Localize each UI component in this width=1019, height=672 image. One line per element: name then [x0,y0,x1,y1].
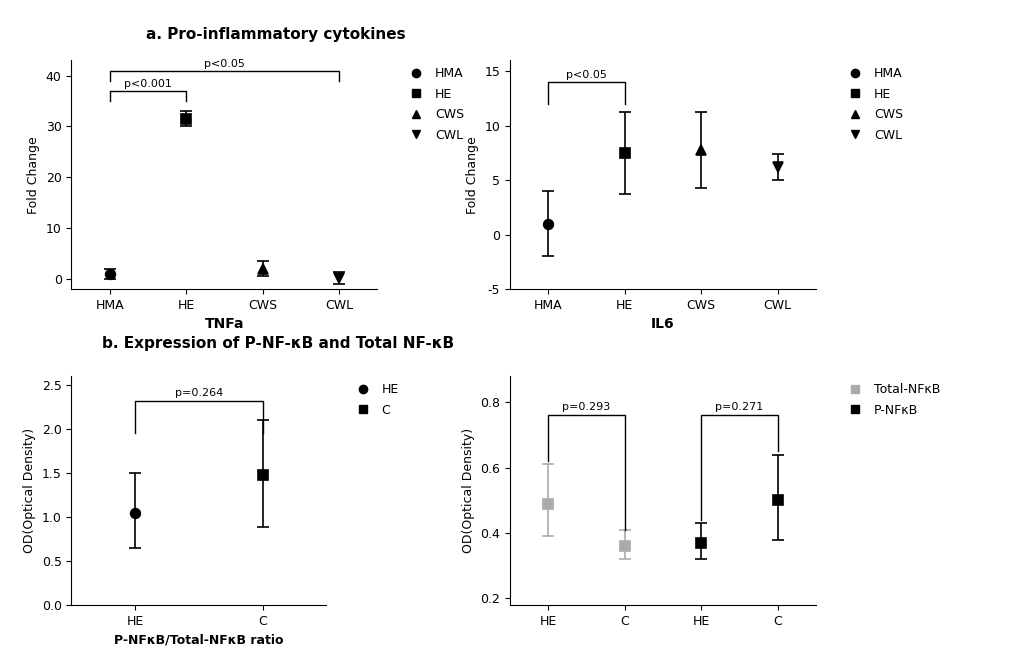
Y-axis label: OD(Optical Density): OD(Optical Density) [462,428,474,553]
Legend: HE, C: HE, C [345,378,404,421]
Text: p=0.271: p=0.271 [714,403,763,412]
Text: b. Expression of P-NF-κB and Total NF-κB: b. Expression of P-NF-κB and Total NF-κB [102,336,453,351]
Text: p=0.293: p=0.293 [561,403,610,412]
Text: p<0.05: p<0.05 [204,59,245,69]
Y-axis label: OD(Optical Density): OD(Optical Density) [23,428,36,553]
Text: p<0.001: p<0.001 [124,79,171,89]
Y-axis label: Fold Change: Fold Change [28,136,40,214]
X-axis label: IL6: IL6 [650,317,675,331]
Text: p<0.05: p<0.05 [566,70,606,80]
Legend: HMA, HE, CWS, CWL: HMA, HE, CWS, CWL [398,62,469,146]
Y-axis label: Fold Change: Fold Change [466,136,478,214]
Legend: HMA, HE, CWS, CWL: HMA, HE, CWS, CWL [837,62,907,146]
Legend: Total-NFκB, P-NFκB: Total-NFκB, P-NFκB [837,378,945,421]
X-axis label: TNFa: TNFa [205,317,244,331]
Text: a. Pro-inflammatory cytokines: a. Pro-inflammatory cytokines [146,27,405,42]
X-axis label: P-NFκB/Total-NFκB ratio: P-NFκB/Total-NFκB ratio [114,633,283,646]
Text: p=0.264: p=0.264 [174,388,223,398]
